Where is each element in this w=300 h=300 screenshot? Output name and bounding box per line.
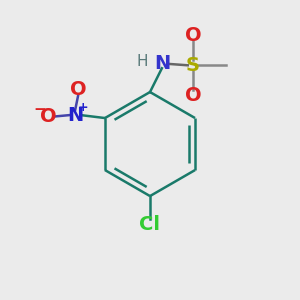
Text: N: N [67,106,83,124]
Text: O: O [185,85,201,104]
Text: −: − [33,102,46,117]
Text: N: N [154,54,170,73]
Text: O: O [185,26,201,45]
Text: O: O [40,107,57,126]
Text: H: H [137,54,148,69]
Text: +: + [77,101,88,114]
Text: O: O [70,80,86,99]
Text: S: S [186,56,200,75]
Text: Cl: Cl [140,215,160,234]
